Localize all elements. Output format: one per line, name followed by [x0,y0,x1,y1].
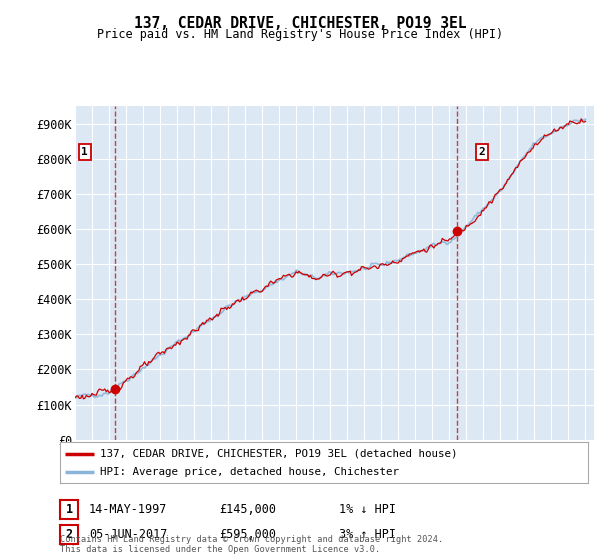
Text: Price paid vs. HM Land Registry's House Price Index (HPI): Price paid vs. HM Land Registry's House … [97,28,503,41]
Text: 1: 1 [82,147,88,157]
Text: 1: 1 [65,503,73,516]
Text: 14-MAY-1997: 14-MAY-1997 [89,503,167,516]
Text: HPI: Average price, detached house, Chichester: HPI: Average price, detached house, Chic… [100,467,398,477]
Text: 05-JUN-2017: 05-JUN-2017 [89,528,167,541]
Text: 2: 2 [65,528,73,541]
Text: 3% ↑ HPI: 3% ↑ HPI [339,528,396,541]
Text: 2: 2 [479,147,485,157]
Text: £595,000: £595,000 [219,528,276,541]
Text: £145,000: £145,000 [219,503,276,516]
Text: Contains HM Land Registry data © Crown copyright and database right 2024.
This d: Contains HM Land Registry data © Crown c… [60,535,443,554]
Text: 137, CEDAR DRIVE, CHICHESTER, PO19 3EL (detached house): 137, CEDAR DRIVE, CHICHESTER, PO19 3EL (… [100,449,457,459]
Text: 137, CEDAR DRIVE, CHICHESTER, PO19 3EL: 137, CEDAR DRIVE, CHICHESTER, PO19 3EL [134,16,466,31]
Text: 1% ↓ HPI: 1% ↓ HPI [339,503,396,516]
